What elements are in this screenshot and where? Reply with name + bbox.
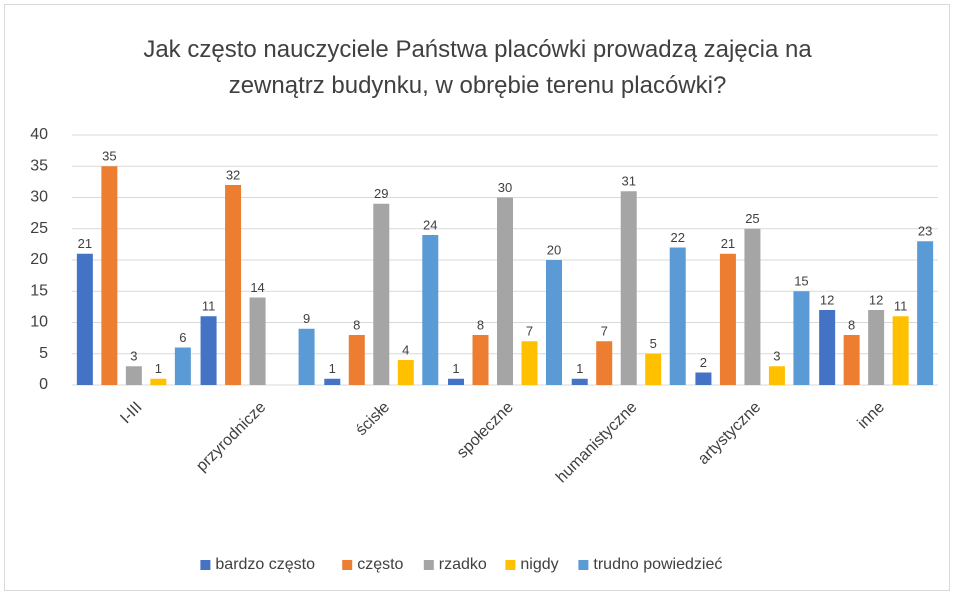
bar	[150, 378, 167, 385]
legend-label: bardzo często	[215, 556, 315, 573]
y-tick-label: 0	[39, 376, 48, 393]
data-label: 23	[918, 224, 932, 239]
chart-title: Jak często nauczyciele Państwa placówki …	[143, 36, 812, 99]
data-label: 2	[700, 355, 707, 370]
legend-swatch	[200, 560, 211, 570]
bar	[793, 291, 810, 385]
bar	[497, 197, 513, 385]
bar	[744, 228, 761, 385]
bar	[324, 378, 341, 385]
bar	[472, 335, 489, 385]
bar	[596, 341, 613, 385]
data-label: 7	[601, 324, 608, 339]
data-label: 1	[155, 361, 162, 376]
bar	[422, 235, 439, 385]
chart-border	[4, 4, 950, 591]
data-label: 8	[477, 317, 484, 332]
data-label: 3	[773, 349, 780, 364]
bar	[76, 253, 93, 385]
bar	[101, 166, 118, 385]
data-label: 7	[526, 324, 533, 339]
bar	[819, 310, 836, 385]
bar	[868, 310, 885, 385]
data-label: 12	[820, 292, 834, 307]
data-label: 21	[721, 236, 735, 251]
y-tick-label: 10	[30, 314, 48, 331]
bar	[174, 347, 191, 385]
data-label: 32	[226, 167, 240, 182]
data-label: 14	[250, 280, 264, 295]
bar	[200, 316, 217, 385]
bar	[843, 335, 860, 385]
data-label: 8	[848, 317, 855, 332]
y-tick-label: 20	[30, 251, 48, 268]
data-label: 22	[670, 230, 684, 245]
data-label: 11	[894, 299, 908, 314]
bar	[521, 341, 538, 385]
data-label: 21	[78, 236, 92, 251]
bar	[645, 353, 662, 385]
data-label: 31	[621, 174, 635, 189]
data-label: 24	[423, 217, 437, 232]
legend-label: rzadko	[439, 556, 487, 573]
bar	[373, 203, 390, 385]
y-tick-label: 30	[30, 189, 48, 206]
data-label: 3	[130, 349, 137, 364]
legend-label: nigdy	[520, 556, 558, 573]
bar	[225, 185, 242, 385]
legend-swatch	[423, 560, 434, 570]
legend-swatch	[342, 560, 353, 570]
data-label: 9	[303, 311, 310, 326]
data-label: 11	[202, 299, 216, 314]
bar	[917, 241, 934, 385]
data-label: 4	[402, 342, 409, 357]
bar	[719, 253, 736, 385]
legend-label: trudno powiedzieć	[593, 556, 722, 573]
bar	[546, 260, 562, 385]
legend-swatch	[578, 560, 589, 570]
data-label: 12	[869, 292, 883, 307]
data-label: 8	[353, 317, 360, 332]
bar	[249, 297, 266, 385]
y-tick-label: 40	[30, 126, 48, 143]
bar	[298, 328, 315, 385]
y-tick-label: 35	[30, 157, 48, 174]
bar	[892, 316, 909, 385]
bar	[695, 372, 712, 385]
y-tick-label: 25	[30, 220, 48, 237]
y-tick-label: 15	[30, 282, 48, 299]
data-label: 1	[576, 361, 583, 376]
bar	[620, 191, 637, 385]
y-tick-label: 5	[39, 345, 48, 362]
legend-swatch	[505, 560, 516, 570]
data-label: 1	[452, 361, 459, 376]
bar	[768, 366, 785, 385]
legend-label: często	[357, 556, 403, 573]
bar	[669, 247, 686, 385]
bar	[571, 378, 588, 385]
bar	[125, 366, 142, 385]
data-label: 30	[498, 180, 512, 195]
data-label: 20	[547, 242, 561, 257]
bar	[348, 335, 365, 385]
data-label: 1	[329, 361, 336, 376]
bar	[448, 378, 464, 385]
data-label: 29	[374, 186, 388, 201]
data-label: 5	[650, 336, 657, 351]
bar	[397, 360, 414, 385]
data-label: 35	[102, 149, 116, 164]
data-label: 15	[794, 274, 808, 289]
data-label: 6	[179, 330, 186, 345]
data-label: 25	[745, 211, 759, 226]
